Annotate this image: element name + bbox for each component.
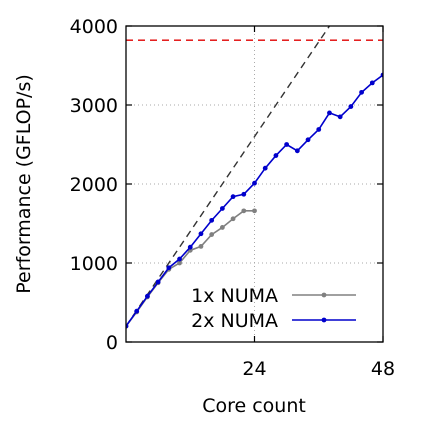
x-axis-title: Core count	[202, 395, 306, 417]
data-point	[230, 194, 236, 200]
data-point	[348, 104, 354, 109]
data-point	[209, 232, 215, 237]
data-point	[369, 80, 375, 86]
linear-scaling-line	[126, 26, 331, 327]
data-point	[177, 260, 182, 266]
legend-label: 2x NUMA	[191, 310, 278, 332]
series-2	[126, 72, 383, 329]
data-point	[187, 244, 193, 250]
data-point	[230, 216, 236, 222]
data-point	[359, 89, 364, 95]
data-point	[145, 293, 150, 299]
x-tick-label: 48	[371, 358, 395, 380]
x-tick-label: 24	[242, 358, 266, 380]
data-point	[219, 206, 225, 211]
data-point	[155, 279, 161, 285]
legend-label: 1x NUMA	[191, 285, 278, 307]
x-axis-ticks: 24 48	[242, 26, 395, 380]
y-tick-label: 4000	[70, 16, 118, 38]
reference-lines	[126, 26, 383, 327]
y-tick-label: 0	[106, 332, 118, 354]
data-point	[166, 265, 172, 271]
data-point	[284, 142, 290, 147]
data-point	[198, 244, 204, 249]
data-point	[219, 225, 225, 230]
data-point	[177, 256, 182, 262]
y-axis-title: Performance (GFLOP/s)	[13, 74, 35, 294]
data-point	[209, 217, 215, 223]
legend: 1x NUMA 2x NUMA	[191, 285, 356, 332]
data-point	[252, 180, 257, 186]
legend-marker	[321, 317, 327, 323]
y-tick-label: 3000	[70, 95, 118, 117]
data-point	[294, 148, 300, 154]
data-point	[134, 308, 140, 314]
data-point	[198, 231, 204, 237]
y-tick-label: 1000	[70, 253, 118, 275]
legend-marker	[321, 292, 327, 298]
data-point	[252, 208, 257, 214]
data-point	[327, 110, 332, 116]
data-point	[305, 137, 311, 143]
data-point	[241, 191, 247, 197]
data-point	[337, 114, 343, 120]
data-point	[262, 165, 268, 171]
data-series	[126, 72, 383, 329]
data-point	[241, 208, 247, 214]
data-point	[316, 127, 322, 132]
data-point	[273, 153, 279, 158]
y-tick-label: 2000	[70, 174, 118, 196]
y-axis-ticks: 0 1000 2000 3000 4000	[70, 16, 383, 354]
series-line	[126, 210, 255, 327]
